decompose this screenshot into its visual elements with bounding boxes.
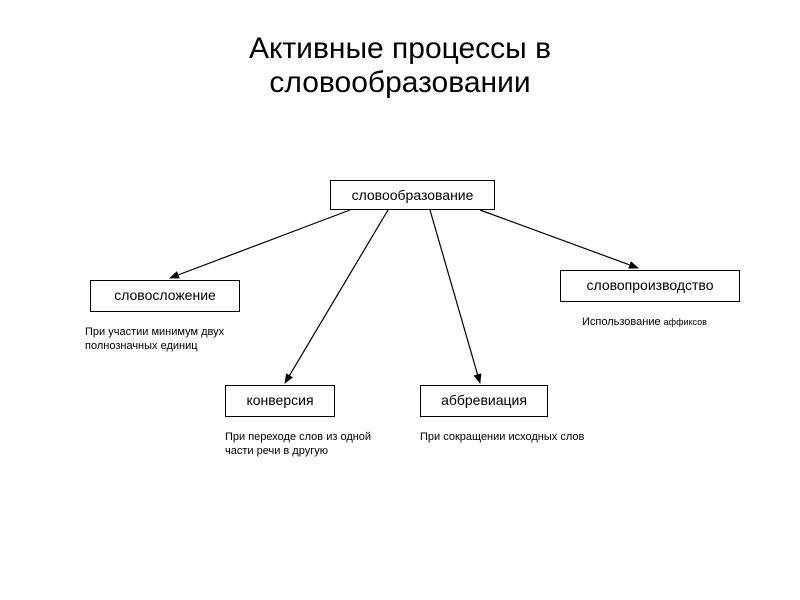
caption-derivation-smalltext: аффиксов — [664, 317, 707, 327]
caption-abbrev-text: При сокращении исходных слов — [420, 431, 584, 443]
caption-compound-text: При участии минимум двух полнозначных ед… — [85, 326, 224, 352]
edge-root-derivation — [480, 210, 638, 268]
caption-compound: При участии минимум двух полнозначных ед… — [85, 325, 255, 354]
node-compound-label: словосложение — [114, 287, 216, 303]
node-root: словообразование — [330, 180, 495, 210]
edge-root-compound — [170, 210, 350, 278]
edge-root-abbrev — [430, 210, 480, 383]
caption-derivation: Использование аффиксов — [582, 315, 762, 329]
node-compound: словосложение — [90, 280, 240, 312]
edge-root-conversion — [285, 210, 388, 383]
title-line-1: Активные процессы в — [0, 32, 800, 66]
caption-derivation-text: Использование — [582, 316, 664, 328]
node-conversion-label: конверсия — [246, 392, 313, 408]
caption-conversion: При переходе слов из одной части речи в … — [225, 430, 390, 459]
node-derivation-label: словопроизводство — [587, 277, 714, 293]
node-root-label: словообразование — [352, 187, 474, 203]
title-line-2: словообразовании — [0, 66, 800, 100]
node-abbrev: аббревиация — [420, 385, 548, 417]
page-title: Активные процессы в словообразовании — [0, 32, 800, 100]
node-derivation: словопроизводство — [560, 270, 740, 302]
caption-abbrev: При сокращении исходных слов — [420, 430, 590, 444]
node-abbrev-label: аббревиация — [441, 392, 527, 408]
caption-conversion-text: При переходе слов из одной части речи в … — [225, 431, 371, 457]
node-conversion: конверсия — [225, 385, 335, 417]
